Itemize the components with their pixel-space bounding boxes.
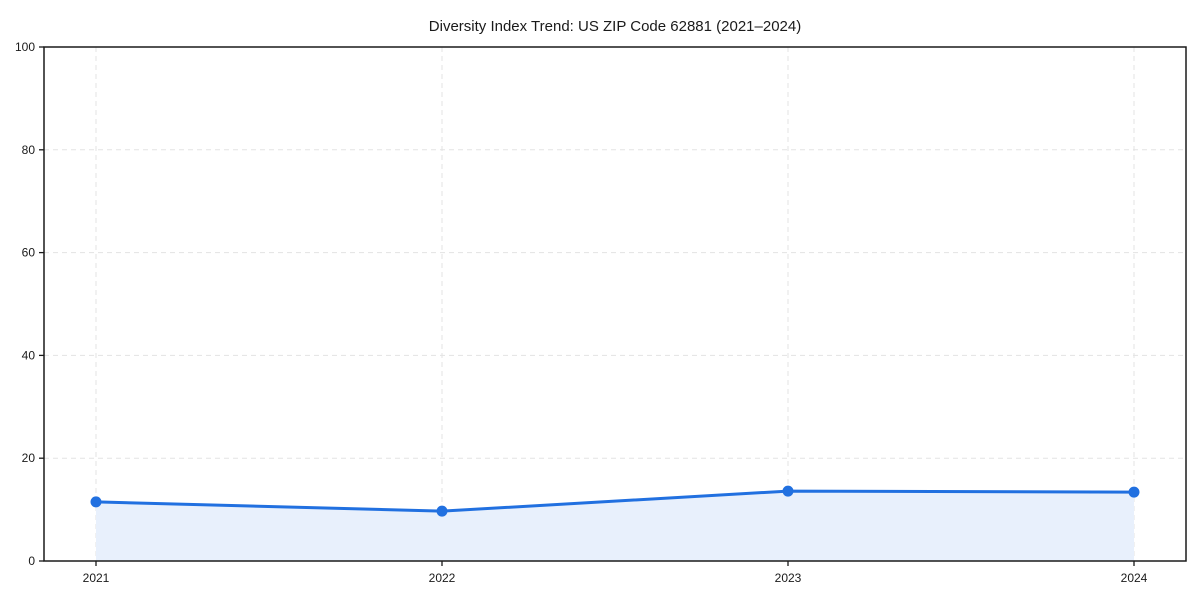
data-point-layer (90, 485, 1140, 517)
x-tick-label: 2022 (429, 571, 456, 585)
data-point-2022 (436, 505, 448, 517)
x-tick-label: 2023 (775, 571, 802, 585)
chart-title: Diversity Index Trend: US ZIP Code 62881… (429, 18, 801, 35)
data-point-2023 (782, 485, 794, 497)
area-fill-layer (96, 491, 1134, 561)
data-point-2024 (1128, 486, 1140, 498)
axes-layer (39, 46, 1187, 566)
y-tick-label: 0 (28, 554, 35, 568)
tick-label-layer: 2021 2022 2023 2024 0 20 40 60 80 100 (15, 40, 1148, 585)
y-tick-label: 40 (22, 348, 36, 362)
y-tick-label: 80 (22, 143, 36, 157)
y-tick-label: 100 (15, 40, 35, 54)
axes-box (43, 46, 1187, 562)
data-point-2021 (90, 496, 102, 508)
trend-line-layer (94, 489, 1136, 513)
gridlines (44, 46, 1186, 562)
y-tick-label: 20 (22, 451, 36, 465)
x-tick-label: 2024 (1121, 571, 1148, 585)
x-tick-label: 2021 (83, 571, 110, 585)
y-tick-label: 60 (22, 246, 36, 260)
trend-line (94, 489, 1136, 513)
area-fill (96, 491, 1134, 561)
